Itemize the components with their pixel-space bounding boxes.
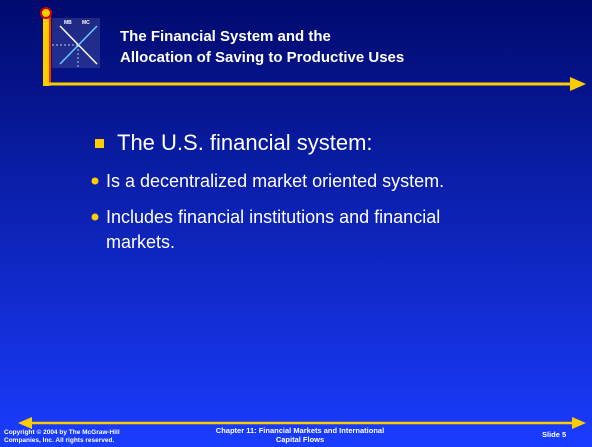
footer-slide: Slide 5 (542, 430, 566, 439)
bullet-square (95, 139, 104, 148)
bullet-text: The U.S. financial system: (117, 130, 373, 155)
footer-chapter: Chapter 11: Financial Markets and Intern… (216, 426, 384, 435)
header-arrow (46, 77, 586, 91)
sub-bullet-dot (91, 177, 99, 185)
footer-arrow (18, 417, 586, 429)
sub-bullet-text: markets. (106, 232, 175, 252)
logo-label: MB (64, 20, 72, 26)
footer-copyright: Copyright © 2004 by The McGraw-Hill (4, 428, 120, 436)
sub-bullet-text: Is a decentralized market oriented syste… (106, 171, 444, 191)
logo-label: MC (82, 20, 90, 26)
title-line: The Financial System and the (120, 28, 331, 45)
footer-copyright: Companies, Inc. All rights reserved. (4, 437, 114, 444)
logo (40, 7, 100, 86)
title-line: Allocation of Saving to Productive Uses (120, 49, 404, 66)
sub-bullet-text: Includes financial institutions and fina… (106, 207, 440, 227)
footer-chapter: Capital Flows (276, 435, 324, 444)
sub-bullet-dot (91, 213, 99, 221)
